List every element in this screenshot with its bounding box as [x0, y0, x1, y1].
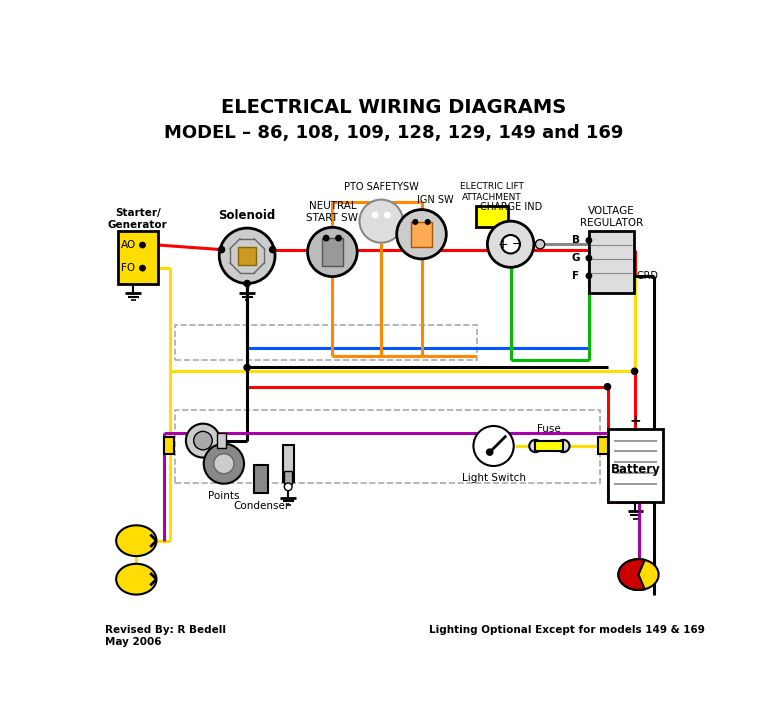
Text: ELECTRIC LIFT
ATTACHMENT: ELECTRIC LIFT ATTACHMENT — [460, 182, 524, 202]
Bar — [322, 238, 343, 266]
Circle shape — [204, 444, 244, 484]
Bar — [254, 465, 268, 493]
Circle shape — [244, 280, 250, 287]
Circle shape — [359, 199, 403, 243]
Circle shape — [473, 426, 514, 466]
Circle shape — [194, 431, 212, 450]
Circle shape — [586, 256, 591, 261]
Bar — [164, 437, 174, 454]
Circle shape — [214, 454, 234, 474]
Bar — [598, 437, 607, 454]
Circle shape — [140, 266, 145, 271]
Circle shape — [284, 483, 292, 490]
Text: F: F — [572, 271, 580, 281]
Text: Revised By: R Bedell
May 2006: Revised By: R Bedell May 2006 — [105, 626, 227, 647]
Text: MODEL – 86, 108, 109, 128, 129, 149 and 169: MODEL – 86, 108, 109, 128, 129, 149 and … — [164, 124, 624, 142]
Text: CHARGE IND: CHARGE IND — [479, 202, 541, 212]
Bar — [118, 231, 158, 284]
Bar — [589, 231, 634, 293]
Text: IGN SW: IGN SW — [417, 195, 454, 205]
Bar — [607, 429, 664, 503]
Bar — [238, 246, 257, 265]
Circle shape — [631, 368, 637, 374]
Polygon shape — [618, 559, 659, 590]
Text: Solenoid: Solenoid — [219, 210, 276, 222]
Text: Light Switch: Light Switch — [462, 473, 525, 483]
Circle shape — [529, 440, 541, 452]
Circle shape — [140, 243, 145, 248]
Circle shape — [413, 220, 418, 224]
Text: GRD: GRD — [637, 271, 659, 281]
Bar — [217, 433, 227, 449]
Text: FO: FO — [121, 263, 136, 273]
Circle shape — [586, 273, 591, 279]
Text: −: − — [511, 238, 522, 251]
Polygon shape — [116, 564, 157, 595]
Circle shape — [385, 212, 390, 217]
Circle shape — [336, 235, 341, 240]
Circle shape — [372, 212, 378, 217]
Circle shape — [502, 235, 520, 253]
Bar — [411, 222, 432, 246]
Circle shape — [397, 210, 446, 259]
Text: Lighting Optional Except for models 149 & 169: Lighting Optional Except for models 149 … — [429, 626, 705, 636]
Bar — [475, 206, 508, 228]
Circle shape — [218, 246, 225, 253]
Text: Battery: Battery — [611, 463, 660, 476]
Bar — [175, 410, 600, 483]
Text: +: + — [498, 238, 508, 251]
Circle shape — [186, 423, 220, 457]
Text: VOLTAGE
REGULATOR: VOLTAGE REGULATOR — [580, 207, 643, 228]
Text: NEUTRAL
START SW: NEUTRAL START SW — [306, 201, 359, 222]
Text: PTO SAFETYSW: PTO SAFETYSW — [344, 181, 419, 192]
Circle shape — [488, 221, 534, 267]
Bar — [535, 441, 563, 451]
Text: B: B — [571, 235, 580, 246]
Text: +: + — [630, 414, 641, 428]
Circle shape — [604, 384, 611, 390]
Circle shape — [557, 440, 570, 452]
Circle shape — [270, 246, 276, 253]
Bar — [175, 325, 477, 360]
Polygon shape — [618, 559, 644, 590]
Circle shape — [535, 240, 545, 249]
Text: Fuse: Fuse — [538, 424, 561, 434]
Circle shape — [323, 235, 329, 240]
Polygon shape — [116, 526, 157, 556]
Text: −: − — [630, 505, 641, 518]
Text: Points: Points — [208, 491, 240, 501]
Circle shape — [586, 238, 591, 243]
Text: ELECTRICAL WIRING DIAGRAMS: ELECTRICAL WIRING DIAGRAMS — [221, 99, 566, 117]
Bar — [284, 472, 292, 484]
Circle shape — [219, 228, 275, 284]
Circle shape — [425, 220, 430, 224]
Text: Condenser: Condenser — [233, 501, 290, 511]
Circle shape — [244, 364, 250, 371]
Text: Starter/
Generator: Starter/ Generator — [108, 208, 167, 230]
Bar — [283, 445, 293, 482]
Circle shape — [487, 449, 493, 455]
Circle shape — [307, 228, 357, 276]
Text: AO: AO — [121, 240, 136, 250]
Text: G: G — [571, 253, 580, 263]
